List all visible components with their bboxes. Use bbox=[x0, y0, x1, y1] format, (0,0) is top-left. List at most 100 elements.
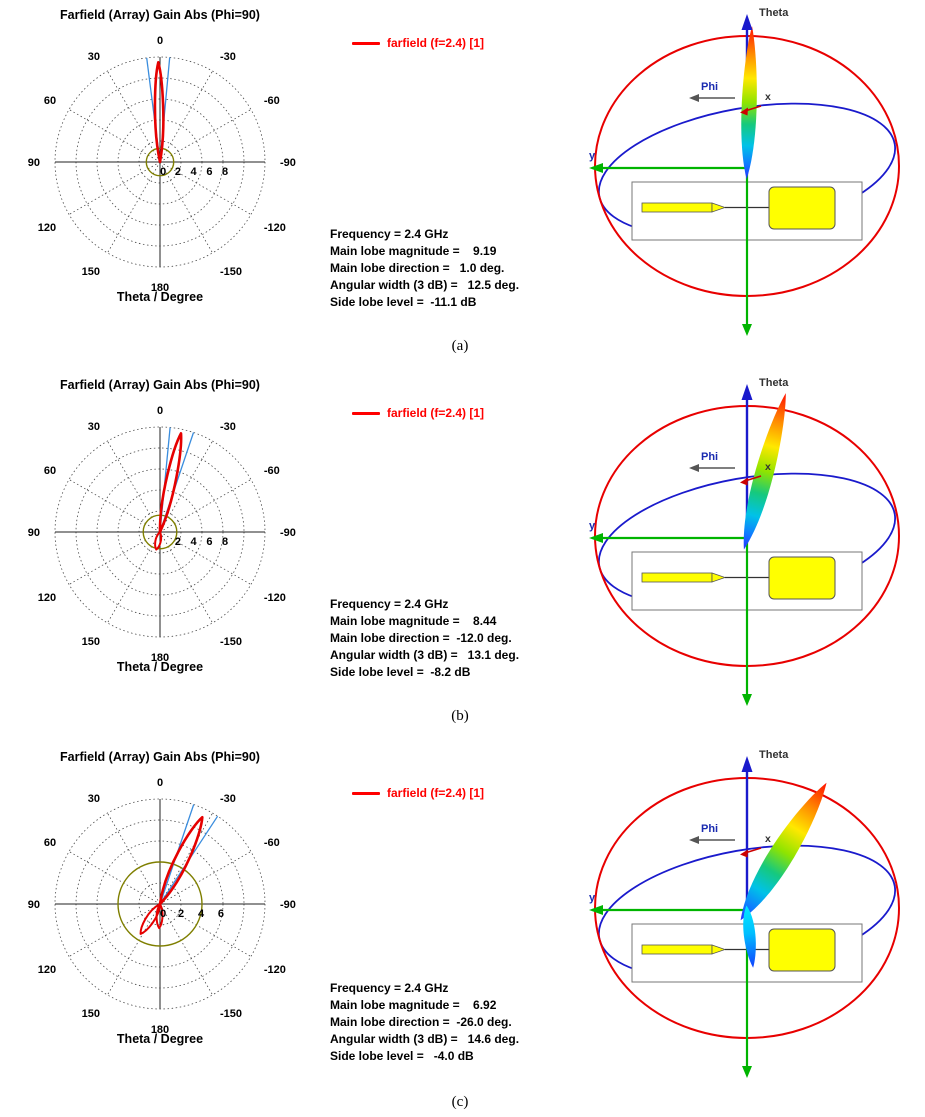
svg-text:-150: -150 bbox=[220, 266, 242, 278]
stat-angular-width: Angular width (3 dB) = 14.6 deg. bbox=[330, 1032, 520, 1046]
svg-text:90: 90 bbox=[28, 527, 40, 539]
subfigure-caption: (c) bbox=[451, 1094, 469, 1110]
radiation-3d-view: Theta Phi x y bbox=[589, 377, 900, 706]
svg-text:y: y bbox=[589, 150, 596, 162]
theta-arrowhead bbox=[741, 756, 753, 772]
svg-text:0: 0 bbox=[160, 908, 166, 920]
polar-grid bbox=[54, 56, 266, 268]
patch-antenna bbox=[768, 928, 836, 972]
svg-text:4: 4 bbox=[191, 166, 198, 178]
svg-text:2: 2 bbox=[175, 166, 181, 178]
svg-text:120: 120 bbox=[38, 964, 56, 976]
svg-text:Phi: Phi bbox=[701, 451, 718, 463]
svg-text:-30: -30 bbox=[220, 51, 236, 63]
svg-text:60: 60 bbox=[44, 465, 56, 477]
svg-text:0: 0 bbox=[157, 777, 163, 789]
gain-lobes bbox=[153, 61, 165, 164]
svg-text:-90: -90 bbox=[280, 157, 296, 169]
stat-main-lobe-direction: Main lobe direction = -12.0 deg. bbox=[330, 631, 512, 645]
svg-text:180: 180 bbox=[151, 282, 169, 294]
feed-strip bbox=[641, 944, 713, 955]
stats-block: Frequency = 2.4 GHz Main lobe magnitude … bbox=[330, 596, 519, 681]
svg-text:-90: -90 bbox=[280, 899, 296, 911]
svg-text:150: 150 bbox=[82, 266, 100, 278]
feed-strip bbox=[641, 202, 713, 213]
stat-main-lobe-magnitude: Main lobe magnitude = 9.19 bbox=[330, 244, 497, 258]
stat-angular-width: Angular width (3 dB) = 12.5 deg. bbox=[330, 278, 520, 292]
polar-grid bbox=[54, 798, 266, 1010]
svg-text:60: 60 bbox=[44, 837, 56, 849]
polar-axis-label: Theta / Degree bbox=[116, 660, 204, 674]
svg-text:30: 30 bbox=[88, 793, 100, 805]
svg-text:-150: -150 bbox=[220, 1008, 242, 1020]
svg-text:6: 6 bbox=[206, 166, 212, 178]
svg-text:6: 6 bbox=[218, 908, 224, 920]
svg-text:180: 180 bbox=[151, 652, 169, 664]
svg-text:120: 120 bbox=[38, 222, 56, 234]
svg-text:4: 4 bbox=[198, 908, 205, 920]
patch-antenna bbox=[768, 556, 836, 600]
svg-text:y: y bbox=[589, 520, 596, 532]
legend: farfield (f=2.4) [1] bbox=[352, 786, 484, 800]
svg-text:Phi: Phi bbox=[701, 823, 718, 835]
figure-row-b: Farfield (Array) Gain Abs (Phi=90) 0 30 60… bbox=[0, 370, 925, 742]
gain-lobes bbox=[139, 815, 204, 935]
gain-lobes bbox=[154, 432, 183, 551]
subfigure-caption: (a) bbox=[451, 338, 469, 354]
stat-frequency: Frequency = 2.4 GHz bbox=[330, 597, 449, 611]
side-lobe-level-circle bbox=[117, 861, 203, 947]
svg-text:4: 4 bbox=[191, 536, 198, 548]
polar-axis-label: Theta / Degree bbox=[116, 1032, 204, 1046]
svg-text:-30: -30 bbox=[220, 421, 236, 433]
beam-lobe-3d bbox=[740, 782, 827, 921]
svg-text:150: 150 bbox=[82, 1008, 100, 1020]
subfigure-caption: (b) bbox=[451, 708, 469, 724]
legend: farfield (f=2.4) [1] bbox=[352, 36, 484, 50]
stat-side-lobe-level: Side lobe level = -8.2 dB bbox=[330, 665, 471, 679]
legend-line-swatch bbox=[352, 41, 380, 45]
svg-text:0: 0 bbox=[157, 35, 163, 47]
svg-text:Phi: Phi bbox=[701, 81, 718, 93]
polar-plot: 0 30 60 90 120 150 180 -150 -120 -90 -60 -30 2 4 6 8 bbox=[28, 405, 296, 664]
svg-text:-120: -120 bbox=[264, 592, 286, 604]
beam-lobe-3d bbox=[741, 26, 757, 180]
svg-text:2: 2 bbox=[175, 536, 181, 548]
svg-text:-90: -90 bbox=[280, 527, 296, 539]
polar-plot-title: Farfield (Array) Gain Abs (Phi=90) bbox=[60, 8, 260, 22]
polar-plot-title: Farfield (Array) Gain Abs (Phi=90) bbox=[60, 750, 260, 764]
svg-text:x: x bbox=[765, 833, 771, 845]
svg-text:Theta: Theta bbox=[759, 7, 789, 19]
svg-text:x: x bbox=[765, 91, 771, 103]
legend-line-swatch bbox=[352, 411, 380, 415]
svg-text:Theta: Theta bbox=[759, 377, 789, 389]
stat-main-lobe-direction: Main lobe direction = 1.0 deg. bbox=[330, 261, 505, 275]
svg-text:6: 6 bbox=[206, 536, 212, 548]
svg-text:60: 60 bbox=[44, 95, 56, 107]
polar-axis-label: Theta / Degree bbox=[116, 290, 204, 304]
patch-antenna bbox=[768, 186, 836, 230]
stat-main-lobe-direction: Main lobe direction = -26.0 deg. bbox=[330, 1015, 512, 1029]
svg-text:-120: -120 bbox=[264, 222, 286, 234]
side-lobe-level-circle bbox=[145, 147, 175, 177]
svg-text:30: 30 bbox=[88, 421, 100, 433]
svg-text:120: 120 bbox=[38, 592, 56, 604]
stat-main-lobe-magnitude: Main lobe magnitude = 8.44 bbox=[330, 614, 497, 628]
svg-text:-60: -60 bbox=[264, 837, 280, 849]
stats-block: Frequency = 2.4 GHz Main lobe magnitude … bbox=[330, 226, 519, 311]
stat-frequency: Frequency = 2.4 GHz bbox=[330, 981, 449, 995]
svg-text:0: 0 bbox=[160, 166, 166, 178]
radiation-3d-view: Theta Phi x y bbox=[589, 749, 900, 1078]
svg-text:-60: -60 bbox=[264, 465, 280, 477]
svg-text:y: y bbox=[589, 892, 596, 904]
svg-text:8: 8 bbox=[222, 536, 228, 548]
radiation-3d-view: Theta Phi x y bbox=[589, 7, 900, 336]
figure-row-c: Farfield (Array) Gain Abs (Phi=90) 0 30 60… bbox=[0, 742, 925, 1117]
svg-text:-30: -30 bbox=[220, 793, 236, 805]
figure-row-a: Farfield (Array) Gain Abs (Phi=90) 0 30 60… bbox=[0, 0, 925, 372]
stat-main-lobe-magnitude: Main lobe magnitude = 6.92 bbox=[330, 998, 497, 1012]
legend-label: farfield (f=2.4) [1] bbox=[387, 36, 485, 50]
legend: farfield (f=2.4) [1] bbox=[352, 406, 484, 420]
svg-text:30: 30 bbox=[88, 51, 100, 63]
